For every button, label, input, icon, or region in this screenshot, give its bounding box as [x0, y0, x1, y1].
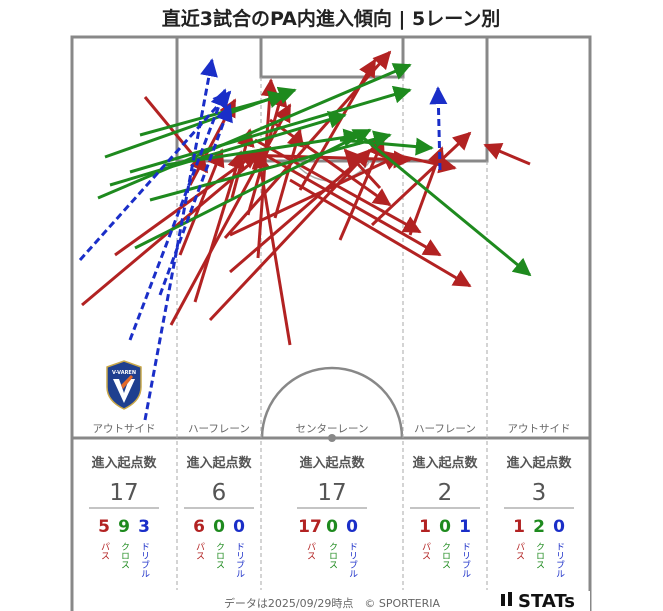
dribble-arrow — [429, 86, 448, 171]
stat-label: 進入起点数 — [91, 455, 157, 471]
cross-arrow — [339, 137, 434, 156]
center-spot — [328, 434, 336, 442]
arrow-layer — [78, 50, 532, 421]
pass-count: 5 — [98, 517, 110, 537]
pass-legend: パス — [305, 542, 316, 560]
pass-arrow — [483, 143, 531, 166]
cross-legend: クロス — [440, 542, 450, 569]
stat-label: 進入起点数 — [412, 455, 478, 471]
pass-arrow — [169, 103, 292, 326]
cross-count: 0 — [439, 517, 451, 537]
lane-label-outside-right: アウトサイド — [508, 423, 571, 435]
pass-arrow — [264, 153, 442, 257]
pass-arrow — [338, 138, 385, 241]
dribble-arrow — [128, 88, 228, 341]
stat-total: 2 — [438, 480, 453, 506]
dribble-arrow — [158, 103, 233, 296]
crest-accent — [121, 375, 133, 389]
lane-stat-halflane-right: 進入起点数 2 1 0 1 パス クロス ドリブル — [410, 455, 480, 578]
lane-labels: アウトサイド ハーフレーン センターレーン ハーフレーン アウトサイド — [93, 423, 571, 435]
cross-arrow — [109, 110, 347, 187]
team-crest: V-VAREN — [106, 360, 142, 410]
crest-text: V-VAREN — [112, 370, 136, 376]
pass-count: 17 — [298, 517, 322, 537]
goal-area — [259, 35, 405, 79]
dribble-arrow — [143, 58, 218, 421]
cross-count: 2 — [533, 517, 545, 537]
lane-label-halflane-right: ハーフレーン — [414, 423, 476, 435]
cross-count: 0 — [326, 517, 338, 537]
pass-legend: パス — [99, 542, 110, 560]
dribble-count: 3 — [138, 517, 150, 537]
dribble-legend: ドリブル — [460, 542, 471, 578]
cross-legend: クロス — [327, 542, 337, 569]
lane-label-outside-left: アウトサイド — [93, 423, 156, 435]
pass-legend: パス — [420, 542, 431, 560]
dribble-count: 0 — [553, 517, 565, 537]
dribble-legend: ドリブル — [139, 542, 150, 578]
dribble-legend: ドリブル — [234, 542, 245, 578]
lane-stats: 進入起点数 17 5 9 3 パス クロス ドリブル 進入起点数 6 6 0 0… — [89, 455, 574, 578]
dribble-count: 1 — [459, 517, 471, 537]
center-circle — [260, 366, 404, 439]
brand-mark — [508, 592, 512, 606]
stat-total: 17 — [317, 480, 346, 506]
cross-arrow — [97, 63, 412, 200]
crest-v-mark — [113, 379, 135, 403]
pass-arrow — [254, 138, 422, 234]
lane-stat-center: 進入起点数 17 17 0 0 パス クロス ドリブル — [297, 455, 367, 578]
dribble-arrow — [78, 90, 232, 261]
pass-arrow — [178, 148, 225, 256]
stat-label: 進入起点数 — [506, 455, 572, 471]
cross-legend: クロス — [119, 542, 129, 569]
brand-background — [493, 591, 590, 611]
lane-stat-outside-left: 進入起点数 17 5 9 3 パス クロス ドリブル — [89, 455, 159, 578]
cross-arrow — [359, 133, 532, 277]
dribble-legend: ドリブル — [347, 542, 358, 578]
pass-count: 6 — [193, 517, 205, 537]
brand-logo: STATs — [501, 591, 575, 611]
lane-stat-halflane-left: 進入起点数 6 6 0 0 パス クロス ドリブル — [184, 455, 254, 578]
cross-count: 0 — [213, 517, 225, 537]
pass-count: 1 — [513, 517, 525, 537]
cross-arrow — [139, 90, 287, 137]
brand-name: STATs — [518, 591, 575, 611]
pass-count: 1 — [419, 517, 431, 537]
pass-legend: パス — [194, 542, 205, 560]
lane-label-halflane-left: ハーフレーン — [188, 423, 250, 435]
pass-arrow — [230, 128, 255, 199]
stat-total: 3 — [532, 480, 547, 506]
stat-label: 進入起点数 — [299, 455, 365, 471]
cross-legend: クロス — [214, 542, 224, 569]
cross-legend: クロス — [534, 542, 544, 569]
pass-arrow — [289, 178, 472, 288]
pass-arrow — [244, 150, 412, 169]
stat-label: 進入起点数 — [186, 455, 252, 471]
dribble-count: 0 — [233, 517, 245, 537]
stat-total: 17 — [109, 480, 138, 506]
cross-count: 9 — [118, 517, 130, 537]
cross-arrow — [129, 85, 412, 174]
chart-title: 直近3試合のPA内進入傾向 | 5レーン別 — [162, 7, 501, 30]
footer-note: データは2025/09/29時点 © SPORTERIA — [224, 596, 441, 610]
brand-mark-bar — [501, 594, 505, 606]
pass-arrow — [208, 148, 372, 322]
pass-legend: パス — [514, 542, 525, 560]
footer-background — [205, 594, 460, 611]
dribble-legend: ドリブル — [554, 542, 565, 578]
stat-total: 6 — [212, 480, 227, 506]
lane-label-center: センターレーン — [296, 423, 369, 435]
lane-stat-outside-right: 進入起点数 3 1 2 0 パス クロス ドリブル — [504, 455, 574, 578]
dribble-count: 0 — [346, 517, 358, 537]
pass-arrow — [370, 131, 472, 227]
pass-arrow — [343, 148, 382, 190]
